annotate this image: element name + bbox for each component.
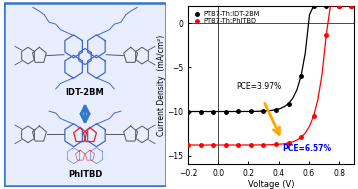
Legend: PTB7-Th:IDT-2BM, PTB7-Th:PhITBD: PTB7-Th:IDT-2BM, PTB7-Th:PhITBD	[191, 9, 262, 26]
PTB7-Th:IDT-2BM	[186, 110, 190, 113]
X-axis label: Voltage (V): Voltage (V)	[248, 180, 294, 189]
PTB7-Th:IDT-2BM	[274, 109, 278, 111]
Text: PCE=3.97%: PCE=3.97%	[236, 82, 281, 91]
PTB7-Th:IDT-2BM	[311, 5, 316, 7]
Text: IDT-2BM: IDT-2BM	[66, 88, 105, 97]
PTB7-Th:IDT-2BM	[249, 110, 253, 113]
Text: PhITBD: PhITBD	[68, 170, 102, 179]
Text: PCE=6.57%: PCE=6.57%	[282, 144, 331, 153]
Y-axis label: Current Density  (mA/cm²): Current Density (mA/cm²)	[157, 34, 166, 136]
PTB7-Th:PhITBD	[236, 144, 240, 146]
PTB7-Th:IDT-2BM	[337, 5, 341, 7]
PTB7-Th:IDT-2BM	[349, 5, 354, 7]
PTB7-Th:IDT-2BM	[236, 110, 240, 113]
Line: PTB7-Th:PhITBD: PTB7-Th:PhITBD	[186, 4, 353, 147]
PTB7-Th:PhITBD	[249, 144, 253, 146]
PTB7-Th:IDT-2BM	[324, 5, 328, 7]
PTB7-Th:PhITBD	[299, 136, 303, 138]
PTB7-Th:PhITBD	[311, 115, 316, 117]
Line: PTB7-Th:IDT-2BM: PTB7-Th:IDT-2BM	[186, 4, 353, 113]
PTB7-Th:PhITBD	[223, 144, 228, 146]
PTB7-Th:IDT-2BM	[286, 102, 291, 105]
PTB7-Th:IDT-2BM	[211, 110, 215, 113]
PTB7-Th:PhITBD	[274, 143, 278, 146]
PTB7-Th:IDT-2BM	[198, 110, 203, 113]
PTB7-Th:PhITBD	[211, 144, 215, 146]
PTB7-Th:PhITBD	[324, 34, 328, 36]
PTB7-Th:IDT-2BM	[223, 110, 228, 113]
PTB7-Th:PhITBD	[286, 142, 291, 144]
PTB7-Th:PhITBD	[349, 5, 354, 7]
PTB7-Th:PhITBD	[186, 144, 190, 146]
PTB7-Th:IDT-2BM	[261, 110, 266, 112]
PTB7-Th:IDT-2BM	[299, 75, 303, 77]
PTB7-Th:PhITBD	[337, 5, 341, 7]
PTB7-Th:PhITBD	[261, 144, 266, 146]
PTB7-Th:PhITBD	[198, 144, 203, 146]
